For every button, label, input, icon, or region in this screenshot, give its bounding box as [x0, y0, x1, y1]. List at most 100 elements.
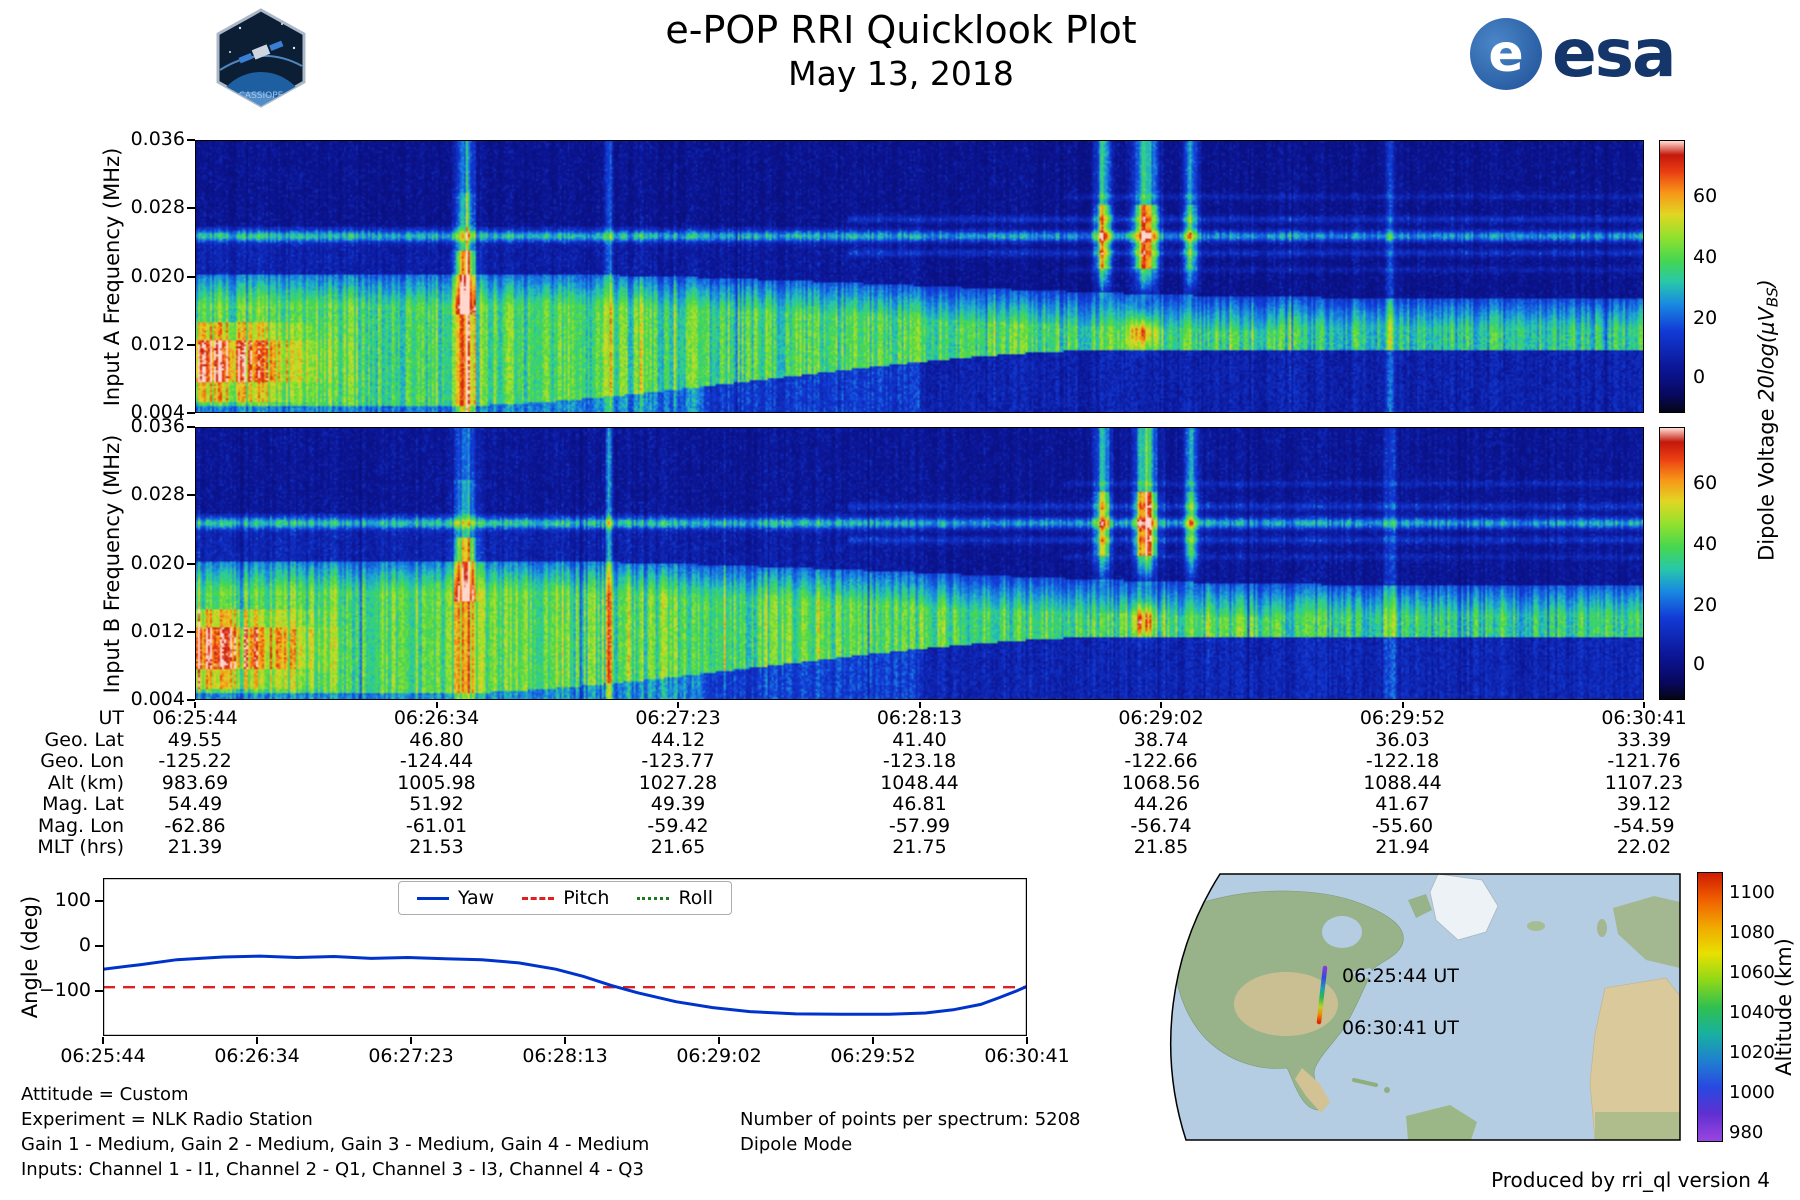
ephemeris-cell: -55.60	[1371, 814, 1434, 837]
land-us-interior	[1234, 972, 1338, 1036]
cassiope-logo: CASSIOPE	[216, 8, 306, 108]
alt-colorbar-tick-label: 1100	[1729, 882, 1775, 903]
ephemeris-cell: 983.69	[161, 771, 229, 794]
land-cuba	[1352, 1078, 1378, 1087]
cbar-b-tick-label: 0	[1693, 653, 1706, 676]
alt-colorbar-tick-label: 1000	[1729, 1082, 1775, 1103]
alt-colorbar-tick-label: 1020	[1729, 1042, 1775, 1063]
ephemeris-cell: -59.42	[647, 814, 709, 837]
attitude-plot	[103, 878, 1027, 1036]
ephemeris-cell: -122.66	[1124, 750, 1198, 772]
ground-track-map: 06:25:44 UT 06:30:41 UT	[1170, 873, 1681, 1141]
ephemeris-cell: 1027.28	[638, 771, 718, 794]
page-title: e-POP RRI Quicklook Plot	[665, 8, 1137, 52]
ephemeris-cell: 21.85	[1133, 836, 1189, 858]
attitude-xtick-mark	[564, 1037, 566, 1044]
attitude-legend: Yaw Pitch Roll	[398, 881, 732, 915]
legend-item-yaw: Yaw	[417, 887, 494, 909]
ephemeris-cell: 44.12	[650, 728, 706, 751]
spec-b-xtick-mark	[1643, 702, 1645, 708]
colorbar-input-b	[1659, 427, 1685, 700]
spec-b-ytick-mark	[187, 630, 195, 633]
ephemeris-cell: 38.74	[1133, 728, 1189, 751]
patch-satellite-icon	[238, 40, 284, 64]
attitude-xtick-label: 06:29:52	[830, 1045, 916, 1067]
cbar-a-tick-label: 60	[1693, 185, 1718, 208]
footer-gains: Gain 1 - Medium, Gain 2 - Medium, Gain 3…	[21, 1134, 650, 1155]
spec-b-ytick-mark	[187, 562, 195, 565]
ephemeris-row-label: Mag. Lat	[42, 793, 124, 815]
ephemeris-cell: 51.92	[409, 793, 464, 815]
ephemeris-cell: 06:29:52	[1359, 707, 1446, 729]
land-hispaniola	[1384, 1087, 1390, 1093]
ephemeris-cell: 1068.56	[1121, 771, 1201, 794]
cbar-b-tick-label: 60	[1693, 472, 1718, 495]
ephemeris-cell: -122.18	[1365, 750, 1440, 772]
attitude-xtick-mark	[410, 1037, 412, 1044]
ephemeris-cell: -121.76	[1607, 750, 1681, 772]
alt-colorbar-tick-label: 1060	[1729, 962, 1775, 983]
ephemeris-cell: -123.77	[641, 750, 715, 772]
attitude-xtick-label: 06:25:44	[60, 1045, 146, 1067]
attitude-ytick-label: −100	[38, 978, 91, 1001]
legend-label: Roll	[678, 887, 713, 909]
colorbar-input-a	[1659, 140, 1685, 413]
ephemeris-row-label: UT	[98, 707, 124, 729]
esa-disc-icon: e	[1470, 18, 1542, 90]
legend-pitch-line-sample	[522, 896, 555, 900]
ephemeris-cell: -56.74	[1130, 814, 1192, 837]
land-africa	[1589, 977, 1680, 1140]
ephemeris-cell: 46.80	[409, 728, 464, 751]
footer-experiment: Experiment = NLK Radio Station	[21, 1109, 313, 1130]
ephemeris-cell: 1048.44	[880, 771, 959, 794]
ephemeris-cell: 1107.23	[1604, 771, 1684, 794]
land-south-america	[1406, 1105, 1477, 1140]
ephemeris-cell: 06:25:44	[152, 707, 238, 729]
ephemeris-cell: 21.53	[409, 836, 464, 858]
patch-text: CASSIOPE	[239, 91, 284, 101]
land-mexico	[1295, 1068, 1330, 1113]
spec-b-ytick-mark	[187, 494, 195, 497]
ephemeris-cell: -124.44	[399, 750, 474, 772]
altitude-colorbar	[1697, 872, 1723, 1142]
ephemeris-cell: 1088.44	[1363, 771, 1442, 794]
land-africa-equatorial	[1595, 1112, 1680, 1140]
spec-a-ytick-label: 0.012	[130, 332, 185, 355]
ephemeris-cell: 49.55	[167, 728, 223, 751]
attitude-plot-border	[103, 878, 1027, 1036]
ephemeris-cell: 21.65	[650, 836, 706, 858]
legend-label: Yaw	[458, 887, 495, 909]
ephemeris-cell: 39.12	[1616, 793, 1672, 815]
attitude-roll-line	[103, 954, 1027, 1016]
attitude-yaw-line	[103, 954, 1027, 1016]
land-greenland	[1429, 874, 1499, 941]
ephemeris-cell: 06:26:34	[393, 707, 480, 729]
ephemeris-cell: 54.49	[167, 793, 223, 815]
ephemeris-cell: 33.39	[1616, 728, 1672, 751]
ephemeris-cell: -57.99	[888, 814, 951, 837]
map-label-end: 06:30:41 UT	[1342, 1017, 1459, 1039]
ephemeris-cell: 1005.98	[397, 771, 476, 794]
ephemeris-cell: 41.40	[892, 728, 947, 751]
ephemeris-cell: 21.75	[892, 836, 947, 858]
attitude-ytick-label: 100	[54, 888, 91, 911]
spec-a-ytick-mark	[187, 207, 195, 210]
spec-b-xtick-mark	[435, 702, 438, 708]
ephemeris-cell: -61.01	[405, 814, 468, 837]
ephemeris-cell: 36.03	[1375, 728, 1430, 751]
map-boundary	[1170, 873, 1681, 1141]
attitude-xtick-mark	[718, 1037, 720, 1044]
spec-a-ytick-label: 0.028	[130, 196, 185, 219]
attitude-xtick-label: 06:26:34	[214, 1045, 300, 1067]
legend-label: Pitch	[563, 887, 610, 909]
altitude-colorbar-label: Altitude (km)	[1772, 938, 1796, 1076]
ephemeris-row-label: Geo. Lon	[40, 750, 124, 772]
footer-inputs: Inputs: Channel 1 - I1, Channel 2 - Q1, …	[21, 1159, 644, 1180]
ephemeris-cell: 22.02	[1616, 836, 1672, 858]
ephemeris-row-label: Alt (km)	[47, 771, 124, 794]
ephemeris-cell: 46.81	[892, 793, 947, 815]
ephemeris-row-label: Mag. Lon	[37, 814, 124, 837]
footer-points: Number of points per spectrum: 5208	[740, 1109, 1081, 1130]
footer-attitude: Attitude = Custom	[21, 1084, 189, 1105]
esa-wordmark: esa	[1552, 15, 1677, 92]
